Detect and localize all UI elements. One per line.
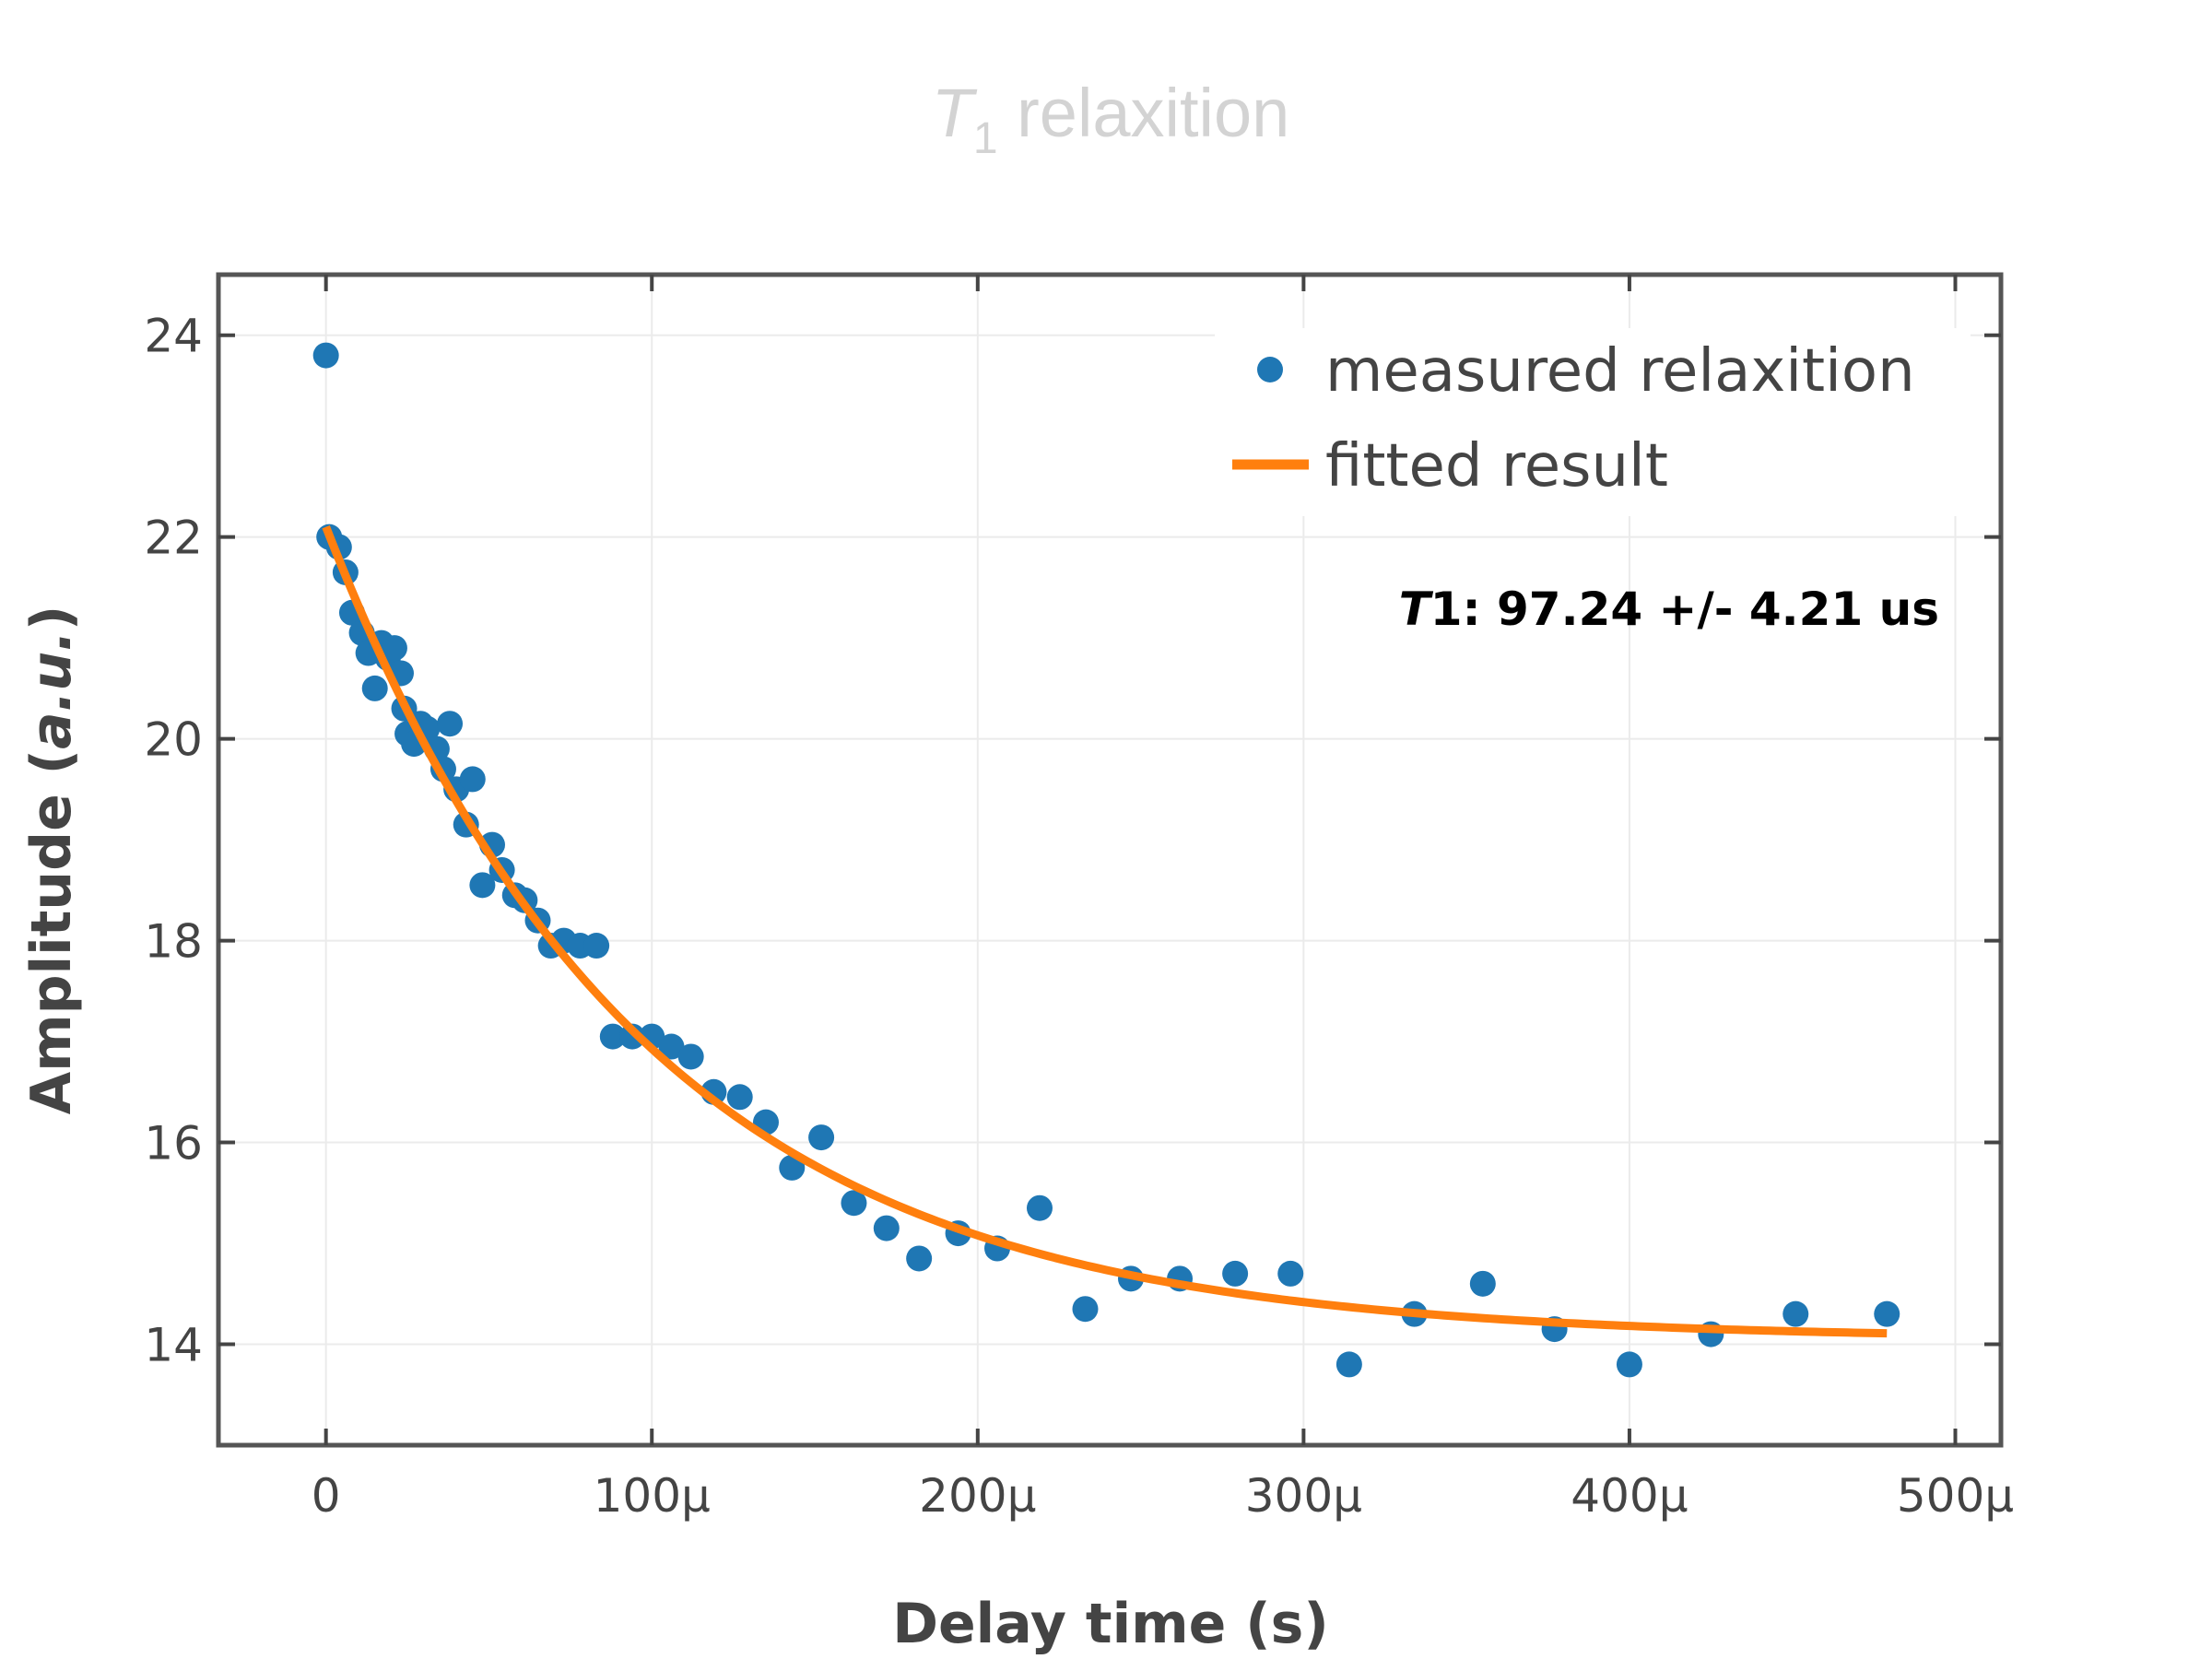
legend-box bbox=[1215, 328, 1971, 516]
data-point bbox=[841, 1190, 867, 1217]
data-point bbox=[1874, 1300, 1900, 1327]
y-tick-label: 18 bbox=[144, 915, 203, 969]
data-point bbox=[779, 1154, 806, 1181]
chart-title-text: relaxition bbox=[998, 75, 1290, 151]
y-tick-label: 14 bbox=[144, 1319, 203, 1372]
data-point bbox=[808, 1124, 835, 1151]
data-point bbox=[1026, 1194, 1053, 1221]
data-point bbox=[873, 1215, 900, 1241]
legend-marker-measured bbox=[1257, 357, 1283, 382]
data-point bbox=[619, 1023, 646, 1050]
data-point bbox=[1072, 1296, 1099, 1323]
x-tick-label: 100μ bbox=[594, 1469, 711, 1523]
fit-line bbox=[322, 525, 1888, 1338]
data-point bbox=[459, 766, 486, 793]
data-point bbox=[469, 872, 496, 899]
plot-data bbox=[312, 342, 1900, 1378]
data-point bbox=[381, 635, 407, 662]
y-axis-label-close: ) bbox=[19, 606, 84, 630]
data-point bbox=[906, 1245, 933, 1272]
x-tick-label: 0 bbox=[312, 1469, 341, 1523]
plot-frame bbox=[216, 272, 2004, 1448]
y-axis-label-main: Amplitude ( bbox=[19, 749, 84, 1114]
y-axis-label: Amplitude (a.u.) bbox=[19, 606, 84, 1115]
data-point bbox=[437, 711, 464, 737]
legend-label-measured: measured relaxition bbox=[1325, 337, 1915, 406]
x-tick-label: 500μ bbox=[1897, 1469, 2014, 1523]
chart-title: T1 relaxition bbox=[932, 75, 1290, 163]
x-axis-label: Delay time (s) bbox=[892, 1592, 1329, 1656]
data-point bbox=[658, 1033, 685, 1060]
data-point bbox=[599, 1023, 626, 1050]
data-point bbox=[677, 1043, 704, 1070]
fit-annotation-text: 1: 97.24 +/- 4.21 us bbox=[1430, 582, 1939, 636]
data-point bbox=[726, 1084, 753, 1111]
x-tick-label: 300μ bbox=[1245, 1469, 1362, 1523]
y-tick-label: 22 bbox=[144, 512, 203, 565]
y-tick-label: 16 bbox=[144, 1117, 203, 1171]
data-point bbox=[1222, 1260, 1249, 1287]
legend-label-fitted: fitted result bbox=[1325, 432, 1668, 500]
y-axis-label-italic: a.u. bbox=[19, 630, 84, 749]
chart-title-subscript: 1 bbox=[973, 114, 998, 163]
y-tick-label: 20 bbox=[144, 713, 203, 767]
x-tick-label: 200μ bbox=[919, 1469, 1036, 1523]
data-point bbox=[1335, 1351, 1362, 1378]
fit-annotation-symbol: T bbox=[1399, 582, 1434, 636]
data-point bbox=[583, 933, 610, 959]
gridlines bbox=[218, 275, 2001, 1445]
x-tick-label: 400μ bbox=[1571, 1469, 1688, 1523]
data-point bbox=[1469, 1270, 1496, 1297]
fit-annotation: T1: 97.24 +/- 4.21 us bbox=[1399, 582, 1939, 636]
data-point bbox=[1616, 1351, 1642, 1378]
chart-title-symbol: T bbox=[932, 75, 978, 151]
data-point bbox=[312, 342, 339, 369]
data-point bbox=[361, 675, 388, 701]
y-tick-label: 24 bbox=[144, 310, 203, 363]
data-point bbox=[1783, 1300, 1809, 1327]
axis-ticks: 0 100μ 200μ 300μ 400μ 500μ 14 16 18 20 22 24 bbox=[144, 275, 2014, 1523]
data-point bbox=[1277, 1260, 1304, 1287]
